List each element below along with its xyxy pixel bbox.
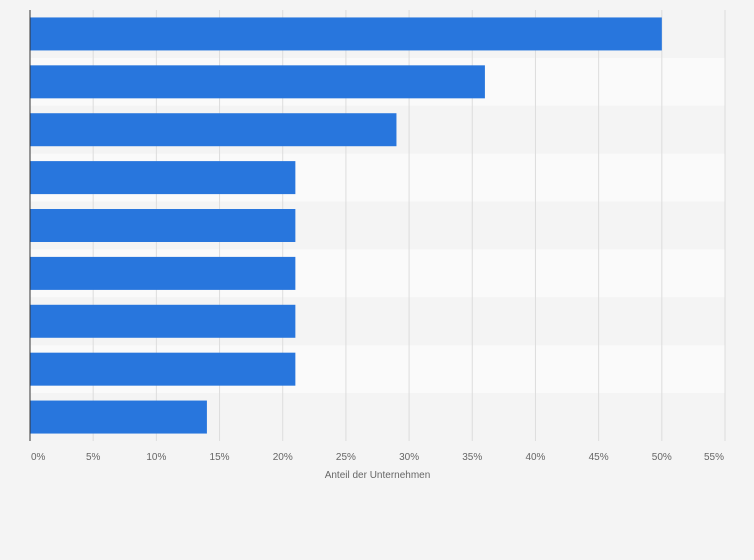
x-tick-label: 55%: [704, 452, 724, 463]
x-tick-label: 30%: [399, 452, 419, 463]
x-tick-label: 15%: [210, 452, 230, 463]
x-tick-label: 45%: [589, 452, 609, 463]
bar[interactable]: [30, 352, 296, 386]
bar[interactable]: [30, 304, 296, 338]
x-tick-label: 5%: [86, 452, 101, 463]
x-tick-label: 10%: [146, 452, 166, 463]
bar[interactable]: [30, 65, 485, 99]
bar[interactable]: [30, 256, 296, 290]
bar[interactable]: [30, 17, 662, 51]
x-tick-label: 50%: [652, 452, 672, 463]
bars: [30, 17, 662, 434]
x-tick-label: 25%: [336, 452, 356, 463]
bar[interactable]: [30, 209, 296, 242]
bar[interactable]: [30, 113, 397, 147]
x-axis-title: Anteil der Unternehmen: [325, 470, 431, 481]
x-tick-label: 20%: [273, 452, 293, 463]
x-axis-ticks: 0% 5% 10% 15% 20% 25% 30% 35% 40% 45% 50% 55%: [31, 452, 724, 463]
x-tick-label: 40%: [525, 452, 545, 463]
bar[interactable]: [30, 161, 296, 195]
x-tick-label: 35%: [462, 452, 482, 463]
x-tick-label: 0%: [31, 452, 46, 463]
bar[interactable]: [30, 400, 207, 434]
